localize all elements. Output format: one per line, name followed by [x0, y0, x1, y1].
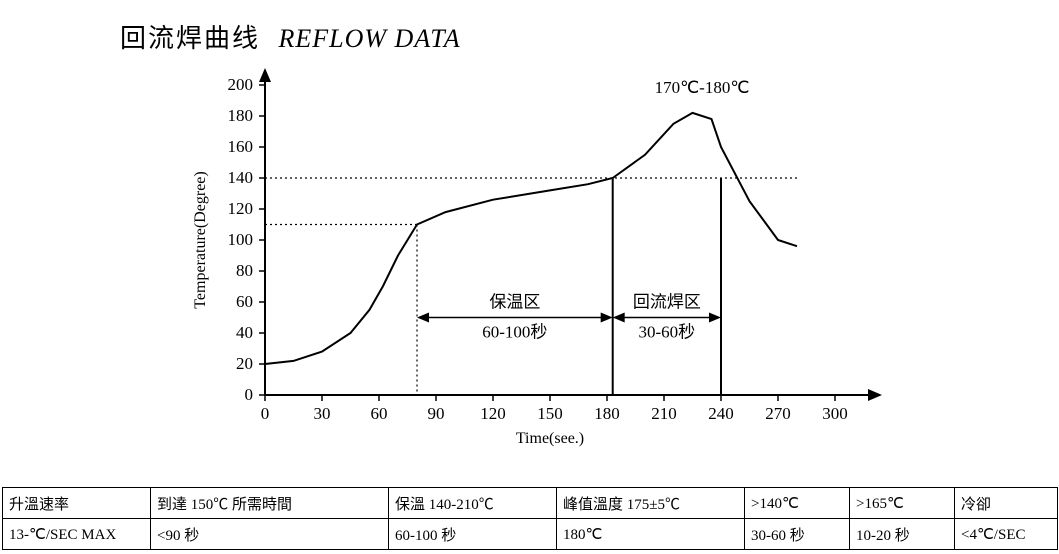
table-header-cell: >165℃ [850, 488, 955, 519]
table-cell: 13-℃/SEC MAX [3, 519, 151, 550]
svg-text:60-100秒: 60-100秒 [482, 323, 547, 342]
svg-text:140: 140 [228, 168, 254, 187]
svg-text:80: 80 [236, 261, 253, 280]
svg-text:150: 150 [537, 404, 563, 423]
svg-text:180: 180 [228, 106, 254, 125]
svg-text:170℃-180℃: 170℃-180℃ [655, 78, 750, 97]
svg-text:30: 30 [314, 404, 331, 423]
table-header-cell: 到達 150℃ 所需時間 [151, 488, 389, 519]
svg-text:210: 210 [651, 404, 677, 423]
chart-title-cn: 回流焊曲线 [120, 24, 260, 53]
svg-text:30-60秒: 30-60秒 [639, 323, 696, 342]
svg-text:0: 0 [245, 385, 254, 404]
svg-text:160: 160 [228, 137, 254, 156]
table-cell: 60-100 秒 [389, 519, 557, 550]
table-header-cell: 冷卻 [955, 488, 1058, 519]
svg-text:60: 60 [371, 404, 388, 423]
svg-text:100: 100 [228, 230, 254, 249]
svg-text:270: 270 [765, 404, 791, 423]
svg-text:300: 300 [822, 404, 848, 423]
chart-title-en: REFLOW DATA [279, 24, 461, 53]
chart-title: 回流焊曲线 REFLOW DATA [120, 18, 461, 55]
svg-text:200: 200 [228, 75, 254, 94]
table-row: 升溫速率 到達 150℃ 所需時間 保溫 140-210℃ 峰值溫度 175±5… [3, 488, 1058, 519]
table-row: 13-℃/SEC MAX <90 秒 60-100 秒 180℃ 30-60 秒… [3, 519, 1058, 550]
svg-text:180: 180 [594, 404, 620, 423]
svg-text:40: 40 [236, 323, 253, 342]
svg-text:120: 120 [480, 404, 506, 423]
table-header-cell: 保溫 140-210℃ [389, 488, 557, 519]
table-header-cell: 峰值溫度 175±5℃ [557, 488, 745, 519]
table-cell: <90 秒 [151, 519, 389, 550]
svg-text:60: 60 [236, 292, 253, 311]
svg-text:Temperature(Degree): Temperature(Degree) [192, 171, 209, 308]
table-header-cell: 升溫速率 [3, 488, 151, 519]
table-cell: 10-20 秒 [850, 519, 955, 550]
table-header-cell: >140℃ [745, 488, 850, 519]
svg-text:240: 240 [708, 404, 734, 423]
svg-text:保温区: 保温区 [489, 293, 540, 312]
svg-text:20: 20 [236, 354, 253, 373]
table-cell: 30-60 秒 [745, 519, 850, 550]
chart-svg: 0 20 40 60 80 100 120 140 160 180 200 0 30 60 90 120 150… [170, 65, 910, 465]
svg-text:回流焊区: 回流焊区 [633, 293, 701, 312]
svg-text:90: 90 [428, 404, 445, 423]
table-cell: 180℃ [557, 519, 745, 550]
svg-text:Time(see.): Time(see.) [516, 430, 584, 447]
reflow-data-table: 升溫速率 到達 150℃ 所需時間 保溫 140-210℃ 峰值溫度 175±5… [2, 487, 1058, 550]
reflow-chart: 0 20 40 60 80 100 120 140 160 180 200 0 30 60 90 120 150… [170, 65, 910, 465]
table-cell: <4℃/SEC [955, 519, 1058, 550]
svg-text:0: 0 [261, 404, 270, 423]
svg-text:120: 120 [228, 199, 254, 218]
